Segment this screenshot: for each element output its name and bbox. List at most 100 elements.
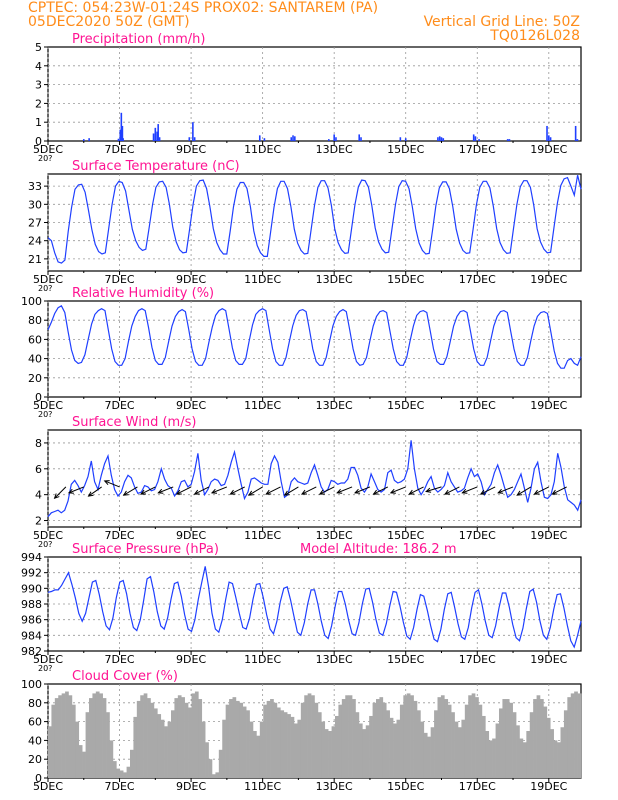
- cloud-bar: [440, 695, 445, 778]
- x-tick-label: 13DEC: [316, 780, 353, 793]
- panel-title: Cloud Cover (%): [72, 669, 178, 684]
- cloud-bar: [164, 726, 168, 778]
- cloud-bar: [51, 704, 56, 778]
- cloud-bar: [533, 699, 537, 778]
- cloud-bar: [550, 729, 554, 778]
- cloud-bar: [481, 715, 486, 778]
- y-tick-label: 3: [35, 79, 42, 92]
- cloud-bar: [376, 699, 380, 778]
- wind-vector-head: [122, 490, 129, 496]
- cloud-bar: [273, 702, 278, 778]
- x-tick-label: 17DEC: [459, 529, 496, 542]
- cloud-bar: [48, 726, 52, 778]
- cloud-bar: [389, 717, 394, 778]
- cloud-bar: [89, 698, 93, 778]
- cloud-bar: [307, 693, 312, 778]
- cloud-bar: [495, 723, 500, 778]
- cloud-bar: [399, 704, 404, 778]
- cloud-bar: [198, 699, 203, 778]
- y-tick-label: 80: [28, 697, 42, 710]
- cloud-bar: [543, 706, 548, 778]
- wind-vector-head: [516, 490, 523, 496]
- cloud-bar: [54, 698, 59, 778]
- wind-vector: [122, 486, 138, 496]
- precip-bar: [292, 135, 294, 141]
- wind-vector-head: [53, 493, 60, 500]
- x-tick-label: 13DEC: [316, 399, 353, 412]
- series-group: [47, 304, 582, 369]
- panel-title: Surface Wind (m/s): [72, 415, 196, 430]
- wind-vector-shaft: [54, 486, 67, 499]
- x-tick-label: 15DEC: [387, 143, 424, 156]
- x-tick-label: 11DEC: [244, 780, 281, 793]
- y-tick-label: 982: [21, 645, 42, 658]
- precip-bar: [508, 139, 511, 141]
- cloud-bar: [194, 691, 199, 778]
- wind-vector: [157, 486, 174, 494]
- cloud-bar: [423, 732, 428, 778]
- precip-bar: [82, 139, 85, 141]
- cloud-bar: [92, 693, 97, 778]
- y-tick-label: 24: [28, 235, 42, 248]
- x-tick-label: 13DEC: [316, 273, 353, 286]
- cloud-bar: [153, 708, 158, 778]
- cloud-bar: [126, 766, 131, 778]
- cloud-bar: [358, 723, 363, 778]
- cloud-bar: [208, 759, 213, 778]
- cloud-bar: [99, 693, 103, 778]
- cloud-bar: [386, 710, 390, 778]
- wind-vector: [103, 480, 120, 488]
- cloud-bar: [109, 740, 114, 778]
- y-tick-label: 994: [21, 551, 42, 564]
- y-tick-label: 100: [21, 678, 42, 691]
- wind-vector-shaft: [444, 486, 460, 495]
- cloud-bar: [85, 712, 90, 778]
- precip-bar: [192, 122, 194, 141]
- cloud-bar: [133, 716, 138, 778]
- x-tick-label: 5DEC: [33, 529, 63, 542]
- wind-vector-head: [551, 489, 558, 495]
- cloud-bar: [427, 736, 431, 778]
- x-tick-label: 11DEC: [244, 143, 281, 156]
- cloud-bar: [475, 697, 479, 778]
- cloud-bar: [297, 719, 302, 778]
- cloud-bar: [505, 699, 510, 778]
- cloud-bar: [61, 693, 66, 778]
- cloud-bar: [68, 695, 73, 778]
- cloud-bar: [177, 695, 182, 778]
- cloud-bar: [413, 700, 418, 778]
- wind-vector-shaft: [354, 486, 371, 494]
- cloud-bar: [143, 693, 148, 778]
- x-tick-label: 13DEC: [316, 653, 353, 666]
- cloud-bar: [471, 693, 476, 778]
- wind-vector-shaft: [373, 486, 389, 495]
- cloud-bar: [509, 702, 513, 778]
- x-tick-label: 11DEC: [244, 399, 281, 412]
- y-tick-label: 0: [35, 391, 42, 404]
- panel-frame: [47, 429, 582, 528]
- wind-vector-head: [67, 488, 74, 494]
- cloud-bar: [249, 721, 254, 778]
- precip-bar: [152, 133, 155, 141]
- wind-vector: [210, 486, 228, 494]
- cloud-bar: [82, 751, 86, 778]
- y-tick-label: 1: [35, 116, 42, 129]
- panel-annotation: Model Altitude: 186.2 m: [300, 542, 457, 557]
- wind-vector: [139, 486, 156, 495]
- wind-vector-shaft: [534, 486, 550, 495]
- cloud-bar: [112, 761, 117, 778]
- x-tick-label: 15DEC: [387, 780, 424, 793]
- cloud-bar: [242, 706, 247, 778]
- wind-vector: [336, 486, 353, 494]
- precip-bar: [472, 134, 475, 141]
- wind-vector-shaft: [301, 486, 317, 495]
- series-line: [47, 175, 582, 264]
- x-tick-label: 17DEC: [459, 143, 496, 156]
- precip-bar: [574, 125, 577, 141]
- wind-vector-head: [210, 488, 218, 494]
- header-line2-left: 05DEC2020 50Z (GMT): [28, 14, 190, 30]
- x-tick-label: 15DEC: [387, 529, 424, 542]
- precip-bar: [506, 139, 509, 141]
- series-line: [47, 304, 582, 369]
- y-tick-label: 20: [28, 372, 42, 385]
